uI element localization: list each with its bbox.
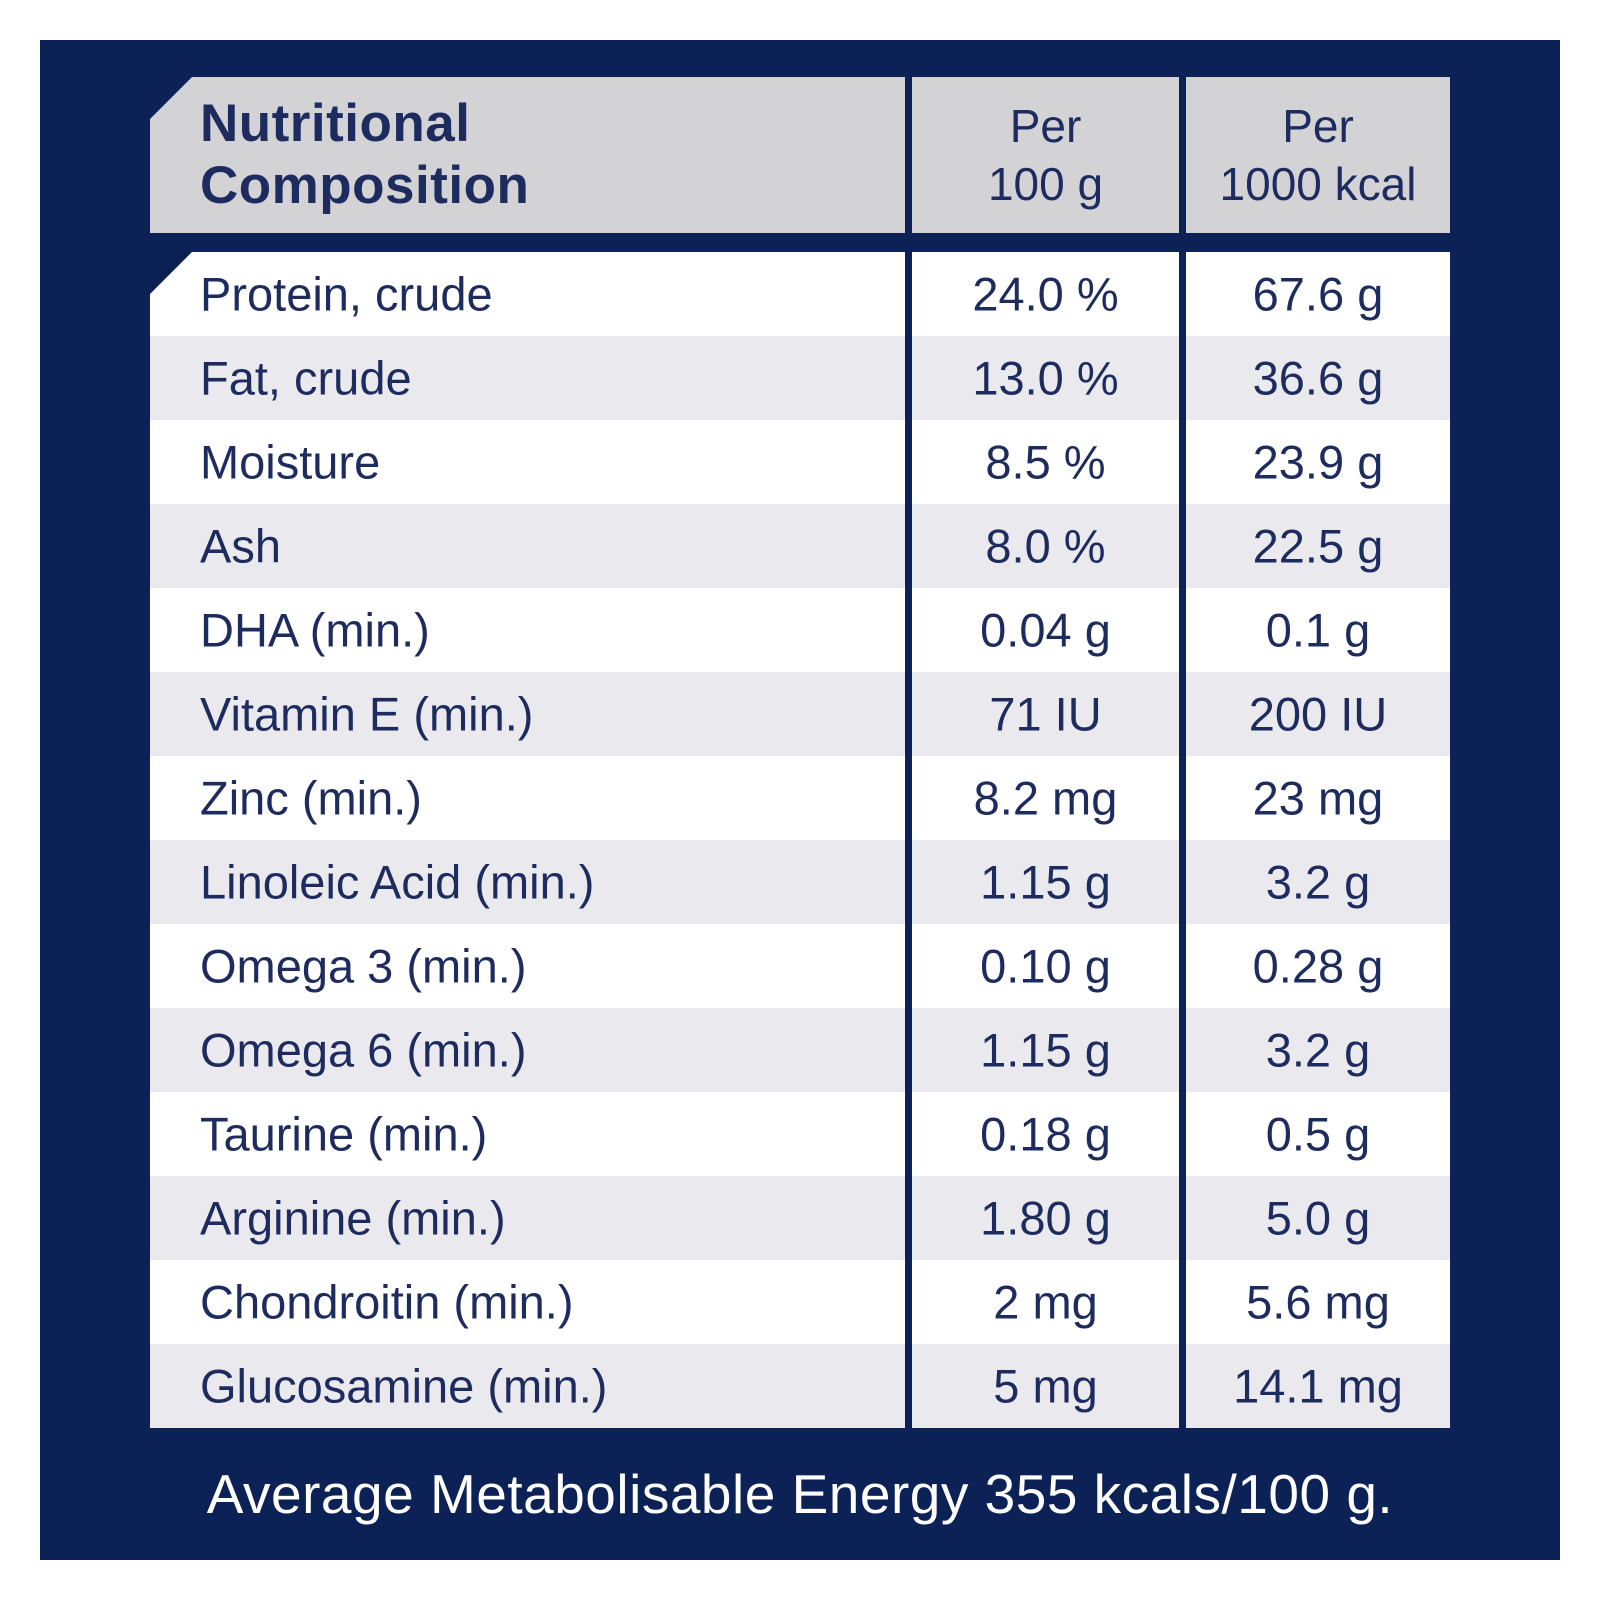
- value-per-1000kcal: 5.6 mg: [1246, 1275, 1390, 1329]
- table-row: Chondroitin (min.) 2 mg 5.6 mg: [150, 1260, 1450, 1344]
- nutrient-label: DHA (min.): [200, 603, 430, 657]
- value-per-1000kcal: 0.28 g: [1252, 939, 1384, 993]
- nutrient-label: Moisture: [200, 435, 381, 489]
- nutrient-label: Fat, crude: [200, 351, 412, 405]
- table-row: Omega 6 (min.) 1.15 g 3.2 g: [150, 1008, 1450, 1092]
- value-per-1000kcal: 36.6 g: [1252, 351, 1384, 405]
- metabolisable-energy-note: Average Metabolisable Energy 355 kcals/1…: [206, 1463, 1394, 1525]
- value-per-100g: 2 mg: [993, 1275, 1098, 1329]
- value-per-100g: 8.5 %: [985, 435, 1106, 489]
- value-per-1000kcal: 23 mg: [1252, 771, 1384, 825]
- nutrient-label: Chondroitin (min.): [200, 1275, 574, 1329]
- column-divider-1: [905, 77, 912, 1428]
- nutrient-label: Protein, crude: [200, 267, 493, 321]
- value-per-100g: 0.10 g: [980, 939, 1111, 993]
- value-per-100g: 13.0 %: [972, 351, 1119, 405]
- value-per-1000kcal: 3.2 g: [1265, 855, 1371, 909]
- table-row: Fat, crude 13.0 % 36.6 g: [150, 336, 1450, 420]
- nutrient-label: Zinc (min.): [200, 771, 422, 825]
- column-header-per-1000kcal-line1: Per: [1282, 100, 1354, 152]
- column-header-per-1000kcal: Per 1000 kcal: [1186, 97, 1450, 213]
- nutrient-label: Omega 6 (min.): [200, 1023, 527, 1077]
- value-per-1000kcal: 22.5 g: [1252, 519, 1384, 573]
- value-per-1000kcal: 200 IU: [1248, 687, 1388, 741]
- value-per-100g: 5 mg: [993, 1359, 1098, 1413]
- table-row: Arginine (min.) 1.80 g 5.0 g: [150, 1176, 1450, 1260]
- value-per-100g: 1.80 g: [980, 1191, 1111, 1245]
- value-per-1000kcal: 0.5 g: [1265, 1107, 1371, 1161]
- table-row: Omega 3 (min.) 0.10 g 0.28 g: [150, 924, 1450, 1008]
- nutrient-label: Taurine (min.): [200, 1107, 488, 1161]
- value-per-100g: 8.2 mg: [973, 771, 1118, 825]
- nutrient-label: Ash: [200, 519, 281, 573]
- table-title-line1: Nutritional: [200, 94, 471, 153]
- nutrition-panel: Nutritional Composition Per 100 g Per 10…: [40, 40, 1560, 1560]
- value-per-100g: 8.0 %: [985, 519, 1106, 573]
- nutrient-label: Vitamin E (min.): [200, 687, 534, 741]
- table-row: Vitamin E (min.) 71 IU 200 IU: [150, 672, 1450, 756]
- value-per-100g: 0.04 g: [980, 603, 1111, 657]
- nutrient-label: Linoleic Acid (min.): [200, 855, 595, 909]
- value-per-1000kcal: 3.2 g: [1265, 1023, 1371, 1077]
- value-per-100g: 71 IU: [989, 687, 1102, 741]
- table-row: Ash 8.0 % 22.5 g: [150, 504, 1450, 588]
- value-per-1000kcal: 14.1 mg: [1233, 1359, 1403, 1413]
- table-row: Protein, crude 24.0 % 67.6 g: [150, 252, 1450, 336]
- table-body: Protein, crude 24.0 % 67.6 g Fat, crude …: [150, 252, 1450, 1428]
- value-per-100g: 1.15 g: [980, 855, 1111, 909]
- table-row: Glucosamine (min.) 5 mg 14.1 mg: [150, 1344, 1450, 1428]
- table-title: Nutritional Composition: [200, 93, 529, 217]
- value-per-100g: 0.18 g: [980, 1107, 1111, 1161]
- column-header-per-100g-line2: 100 g: [987, 158, 1104, 210]
- value-per-100g: 24.0 %: [972, 267, 1119, 321]
- column-header-per-100g-line1: Per: [1009, 100, 1082, 152]
- value-per-1000kcal: 0.1 g: [1265, 603, 1371, 657]
- value-per-1000kcal: 5.0 g: [1265, 1191, 1371, 1245]
- column-header-per-100g: Per 100 g: [912, 97, 1179, 213]
- table-row: Linoleic Acid (min.) 1.15 g 3.2 g: [150, 840, 1450, 924]
- table-row: Zinc (min.) 8.2 mg 23 mg: [150, 756, 1450, 840]
- nutrient-label: Omega 3 (min.): [200, 939, 527, 993]
- nutrient-label: Glucosamine (min.): [200, 1359, 608, 1413]
- column-header-per-1000kcal-line2: 1000 kcal: [1219, 158, 1417, 210]
- table-row: Moisture 8.5 % 23.9 g: [150, 420, 1450, 504]
- value-per-1000kcal: 67.6 g: [1252, 267, 1384, 321]
- table-row: DHA (min.) 0.04 g 0.1 g: [150, 588, 1450, 672]
- value-per-100g: 1.15 g: [980, 1023, 1111, 1077]
- table-row: Taurine (min.) 0.18 g 0.5 g: [150, 1092, 1450, 1176]
- nutrient-label: Arginine (min.): [200, 1191, 506, 1245]
- table-header: Nutritional Composition Per 100 g Per 10…: [150, 77, 1450, 233]
- table-title-line2: Composition: [200, 156, 530, 215]
- value-per-1000kcal: 23.9 g: [1252, 435, 1384, 489]
- column-divider-2: [1179, 77, 1186, 1428]
